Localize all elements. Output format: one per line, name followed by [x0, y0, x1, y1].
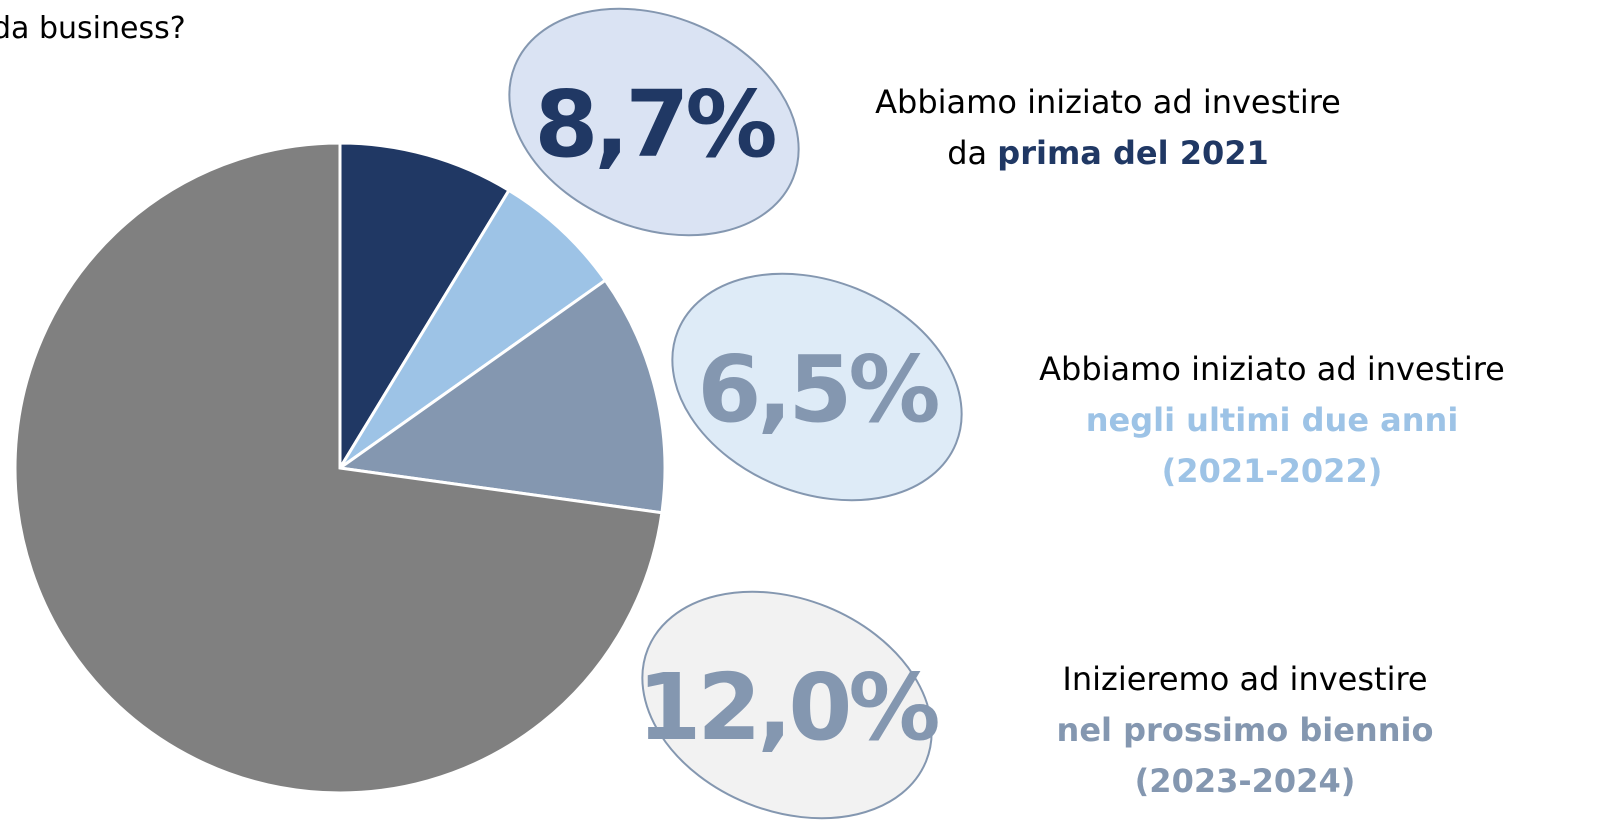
- label-bubble: [641, 590, 933, 820]
- description-text: negli ultimi due anni: [1086, 401, 1459, 439]
- label-bubble: [508, 7, 800, 237]
- description-text: da: [947, 134, 997, 172]
- pie-slice: [13, 141, 664, 795]
- description-line: negli ultimi due anni: [1086, 401, 1459, 439]
- description-line: (2023-2024): [1135, 762, 1356, 800]
- label-bubble: [671, 272, 963, 502]
- pie-slice: [338, 141, 512, 474]
- pie-slice: [338, 188, 608, 470]
- description-line: (2021-2022): [1162, 452, 1383, 490]
- chart-title: da business?: [0, 11, 186, 46]
- description-line: Abbiamo iniziato ad investire: [875, 83, 1341, 121]
- description-text: (2021-2022): [1162, 452, 1383, 490]
- value-label: 12,0%: [637, 654, 938, 761]
- value-label: 6,5%: [697, 336, 938, 443]
- description-line: da prima del 2021: [947, 134, 1269, 172]
- description-line: Inizieremo ad investire: [1062, 660, 1427, 698]
- value-label: 8,7%: [534, 71, 775, 178]
- description-text: (2023-2024): [1135, 762, 1356, 800]
- description-text: Inizieremo ad investire: [1062, 660, 1427, 698]
- description-text: prima del 2021: [997, 134, 1269, 172]
- pie-slice: [336, 278, 667, 515]
- description-text: Abbiamo iniziato ad investire: [875, 83, 1341, 121]
- description-line: Abbiamo iniziato ad investire: [1039, 350, 1505, 388]
- description-text: Abbiamo iniziato ad investire: [1039, 350, 1505, 388]
- description-line: nel prossimo biennio: [1057, 711, 1434, 749]
- description-text: nel prossimo biennio: [1057, 711, 1434, 749]
